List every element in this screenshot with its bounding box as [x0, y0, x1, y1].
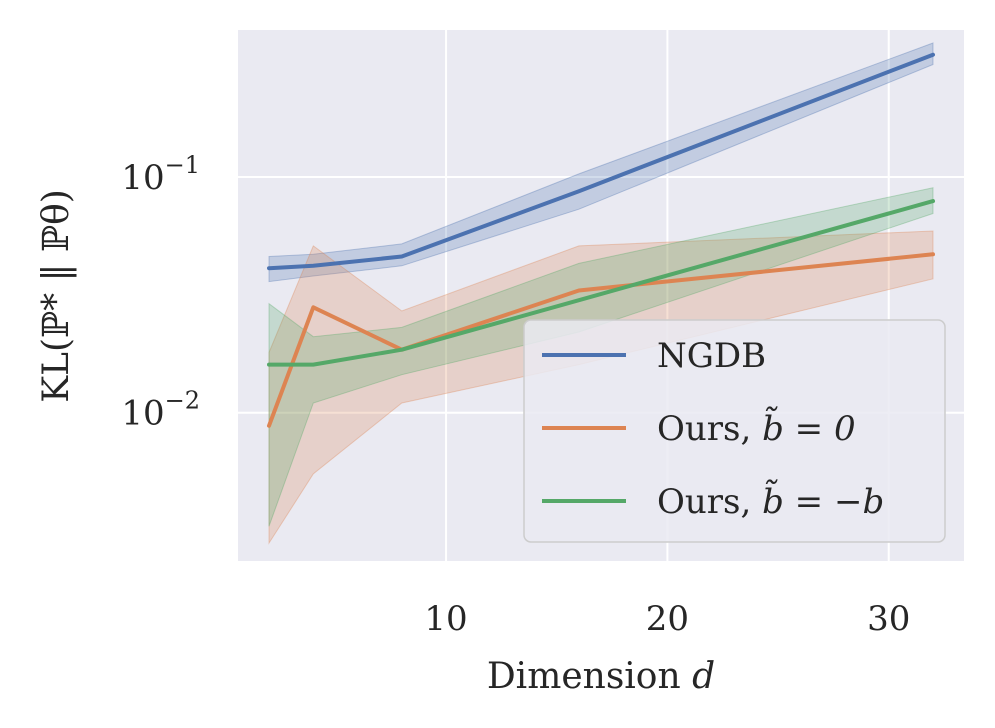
y-tick-labels: 10−2 10−1 [121, 151, 200, 434]
series-lines [267, 52, 935, 428]
y-tick-label: 10−1 [121, 151, 200, 198]
series-line-2 [267, 199, 935, 367]
series-band-1 [268, 230, 934, 545]
legend: NGDB Ours, b̃ = 0 Ours, b̃ = −b [523, 319, 946, 543]
x-tick-labels: 10 20 30 [424, 599, 910, 639]
legend-box [523, 319, 946, 543]
legend-label-1: Ours, b̃ = 0 [657, 406, 856, 449]
x-tick-label: 10 [424, 599, 467, 639]
x-axis-label-text: Dimension [487, 656, 681, 697]
legend-label-2: Ours, b̃ = −b [657, 479, 884, 522]
x-tick-label: 30 [867, 599, 910, 639]
series-line-0 [267, 52, 935, 271]
y-tick-label: 10−2 [121, 387, 200, 434]
x-tick-label: 20 [646, 599, 689, 639]
x-axis-label-var: d [692, 656, 715, 697]
series-band-0 [268, 42, 934, 283]
y-axis-label: KL(ℙ* ‖ ℙθ) [36, 189, 77, 403]
x-axis-label: Dimension d [487, 656, 715, 697]
legend-label-0: NGDB [657, 336, 766, 376]
